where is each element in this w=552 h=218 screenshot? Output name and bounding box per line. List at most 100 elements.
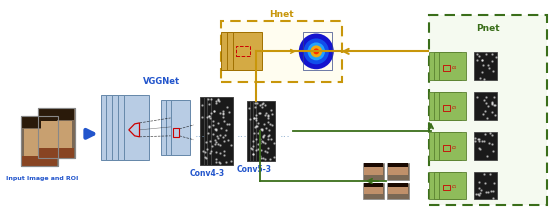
Point — [490, 113, 499, 117]
Point — [258, 105, 267, 108]
Polygon shape — [439, 132, 466, 160]
Point — [219, 136, 228, 139]
Bar — [443, 145, 450, 151]
Point — [250, 117, 259, 120]
Point — [207, 144, 216, 148]
Point — [222, 128, 231, 132]
Point — [263, 121, 272, 124]
Point — [219, 119, 228, 123]
Point — [221, 134, 230, 137]
Point — [267, 137, 276, 141]
Point — [486, 172, 495, 175]
Point — [215, 161, 224, 164]
Bar — [302, 32, 332, 70]
Bar — [443, 105, 450, 111]
Point — [475, 186, 484, 189]
Point — [488, 52, 497, 55]
Text: ...: ... — [280, 129, 290, 139]
Point — [211, 140, 220, 144]
Point — [211, 101, 220, 105]
Bar — [39, 148, 75, 158]
Point — [257, 156, 266, 160]
Point — [198, 103, 206, 107]
Point — [252, 124, 261, 128]
Polygon shape — [211, 97, 233, 165]
Point — [209, 120, 217, 123]
Point — [474, 140, 483, 143]
Point — [472, 192, 481, 196]
Point — [258, 135, 267, 139]
Point — [490, 182, 498, 185]
Point — [481, 181, 490, 185]
Point — [253, 147, 262, 151]
Point — [251, 101, 259, 104]
Point — [212, 151, 221, 154]
Point — [262, 111, 270, 115]
Point — [248, 153, 257, 156]
Bar — [443, 184, 450, 191]
Point — [252, 113, 261, 116]
Point — [259, 133, 268, 136]
Point — [489, 196, 498, 199]
Circle shape — [304, 38, 329, 64]
Point — [258, 134, 267, 137]
Point — [216, 152, 225, 155]
Point — [487, 102, 496, 105]
Bar — [236, 46, 250, 56]
Polygon shape — [434, 132, 461, 160]
Point — [216, 111, 225, 114]
Polygon shape — [434, 172, 461, 199]
Point — [203, 131, 212, 135]
Text: $c_1$: $c_1$ — [452, 184, 458, 191]
Polygon shape — [208, 97, 229, 165]
Bar — [364, 182, 383, 187]
Point — [268, 113, 277, 116]
Point — [214, 99, 222, 102]
Point — [481, 95, 490, 99]
Point — [483, 116, 492, 119]
Point — [256, 137, 264, 140]
Point — [486, 189, 495, 193]
Point — [198, 115, 207, 119]
Polygon shape — [474, 172, 497, 199]
Point — [214, 121, 223, 124]
Point — [220, 139, 229, 142]
Bar — [363, 182, 384, 199]
Point — [213, 135, 221, 138]
Polygon shape — [107, 95, 132, 160]
Polygon shape — [474, 52, 497, 80]
Text: ...: ... — [237, 129, 248, 139]
Text: $c_2$: $c_2$ — [452, 144, 458, 152]
Polygon shape — [434, 92, 461, 120]
Bar — [22, 156, 57, 166]
Polygon shape — [256, 101, 275, 161]
Bar — [364, 167, 383, 175]
Point — [254, 121, 263, 124]
Point — [204, 97, 213, 100]
Point — [253, 101, 262, 105]
Bar — [387, 163, 408, 180]
Point — [477, 58, 486, 62]
Point — [226, 143, 235, 146]
Polygon shape — [204, 97, 225, 165]
Point — [263, 150, 272, 153]
Point — [476, 188, 485, 192]
Point — [209, 132, 218, 135]
Text: Hnet: Hnet — [269, 10, 294, 19]
Point — [259, 101, 268, 105]
Bar — [364, 163, 383, 167]
Point — [480, 132, 489, 136]
Point — [261, 157, 269, 160]
Polygon shape — [474, 132, 497, 160]
Point — [473, 95, 481, 99]
Point — [207, 150, 216, 153]
Point — [483, 190, 492, 193]
Bar — [388, 187, 407, 194]
Point — [203, 115, 212, 118]
Point — [256, 148, 265, 152]
Bar — [388, 163, 407, 167]
Point — [490, 103, 499, 107]
Bar — [39, 108, 76, 158]
Polygon shape — [227, 32, 256, 70]
Point — [474, 192, 482, 195]
